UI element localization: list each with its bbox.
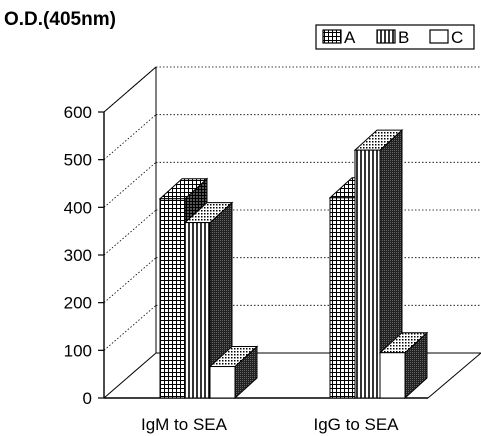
y-tick-label: 200 <box>64 294 92 313</box>
y-tick-label: 0 <box>83 389 92 408</box>
floor-right-edge <box>427 352 481 399</box>
legend-label-a: A <box>344 28 356 47</box>
side-wall-top-edge <box>103 66 157 113</box>
y-tick-label: 100 <box>64 341 92 360</box>
y-tick-label: 500 <box>64 151 92 170</box>
y-tick-label: 400 <box>64 198 92 217</box>
gridline-side <box>103 162 157 208</box>
gridline-side <box>103 209 157 256</box>
gridline-side <box>103 114 157 160</box>
bar-b-igg <box>353 129 404 400</box>
bar-front-face <box>379 352 406 399</box>
category-label: IgM to SEA <box>141 415 228 434</box>
category-labels: IgM to SEA IgG to SEA <box>141 415 399 434</box>
bar-front-face <box>159 198 186 399</box>
y-tick-labels: 0 100 200 300 400 500 600 <box>64 103 92 408</box>
bar-front-face <box>184 222 211 399</box>
gridlines <box>103 66 481 351</box>
gridline-side <box>103 257 157 303</box>
bar-c-igm <box>208 345 259 400</box>
y-tick-label: 600 <box>64 103 92 122</box>
bar-c-igg <box>378 331 429 400</box>
bars <box>158 129 429 400</box>
bar-front-face <box>329 197 356 399</box>
bar-b-igm <box>183 201 234 400</box>
legend: A B C <box>315 24 475 50</box>
legend-label-b: B <box>398 28 409 47</box>
gridline-side <box>103 66 157 113</box>
bar-front-face <box>209 366 236 399</box>
legend-label-c: C <box>451 28 463 47</box>
legend-swatch-b <box>376 29 396 44</box>
legend-swatch-c <box>429 29 449 44</box>
category-label: IgG to SEA <box>313 415 399 434</box>
floor-left-edge <box>103 352 157 399</box>
bar-front-face <box>354 149 381 399</box>
y-axis-label: O.D.(405nm) <box>4 9 116 30</box>
legend-swatch-a <box>322 29 342 44</box>
y-tick-label: 300 <box>64 246 92 265</box>
gridline-side <box>103 305 157 351</box>
